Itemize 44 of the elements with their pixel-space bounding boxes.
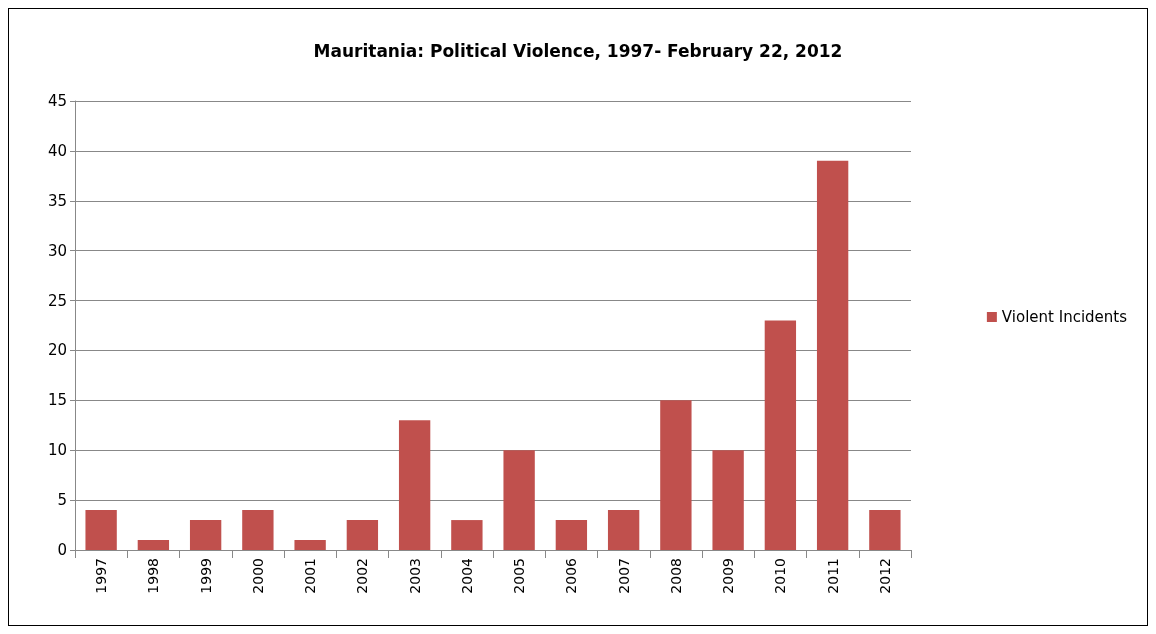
y-tick-label: 25 [47, 291, 67, 310]
chart-title: Mauritania: Political Violence, 1997- February 22, 2012 [313, 40, 843, 61]
bar [398, 420, 431, 550]
bar [189, 520, 222, 550]
x-tick-label: 2001 [302, 558, 319, 594]
y-tick-label: 15 [47, 391, 67, 410]
bar [137, 540, 170, 550]
bar [85, 510, 117, 550]
y-tick-label: 35 [47, 191, 67, 210]
y-tick-label: 20 [47, 341, 67, 360]
bar [503, 450, 535, 550]
x-tick-label: 1999 [197, 558, 214, 594]
bar [869, 510, 901, 550]
bar [660, 400, 692, 550]
x-tick-label: 2012 [876, 558, 893, 594]
x-tick-label: 2004 [458, 557, 475, 594]
x-tick-label: 2007 [615, 558, 632, 594]
x-tick-label: 2003 [406, 558, 423, 594]
bar [607, 510, 640, 550]
bar [816, 160, 849, 550]
y-tick-label: 0 [57, 541, 67, 559]
y-tick-label: 40 [47, 141, 67, 160]
x-tick-label: 2005 [511, 558, 528, 594]
x-tick-label: 2009 [720, 558, 737, 594]
bar [294, 540, 326, 550]
bar [712, 450, 744, 550]
x-tick-label: 2008 [667, 558, 684, 594]
bar [555, 520, 588, 550]
bar [242, 510, 274, 550]
y-tick-label: 10 [47, 441, 67, 460]
y-tick-label: 45 [47, 92, 67, 110]
x-tick-label: 2011 [824, 558, 841, 594]
bar [764, 320, 797, 550]
bar [346, 520, 379, 550]
x-tick-label: 2006 [563, 557, 580, 594]
bar [451, 520, 483, 550]
x-tick-label: 2010 [772, 558, 789, 594]
y-tick-label: 30 [47, 241, 67, 260]
x-tick-label: 2002 [354, 558, 371, 594]
x-tick-label: 1997 [93, 558, 110, 594]
x-tick-label: 2000 [249, 558, 266, 594]
legend-label: Violent Incidents [1001, 308, 1128, 326]
y-tick-label: 5 [57, 491, 67, 510]
x-tick-label: 1998 [145, 558, 162, 594]
